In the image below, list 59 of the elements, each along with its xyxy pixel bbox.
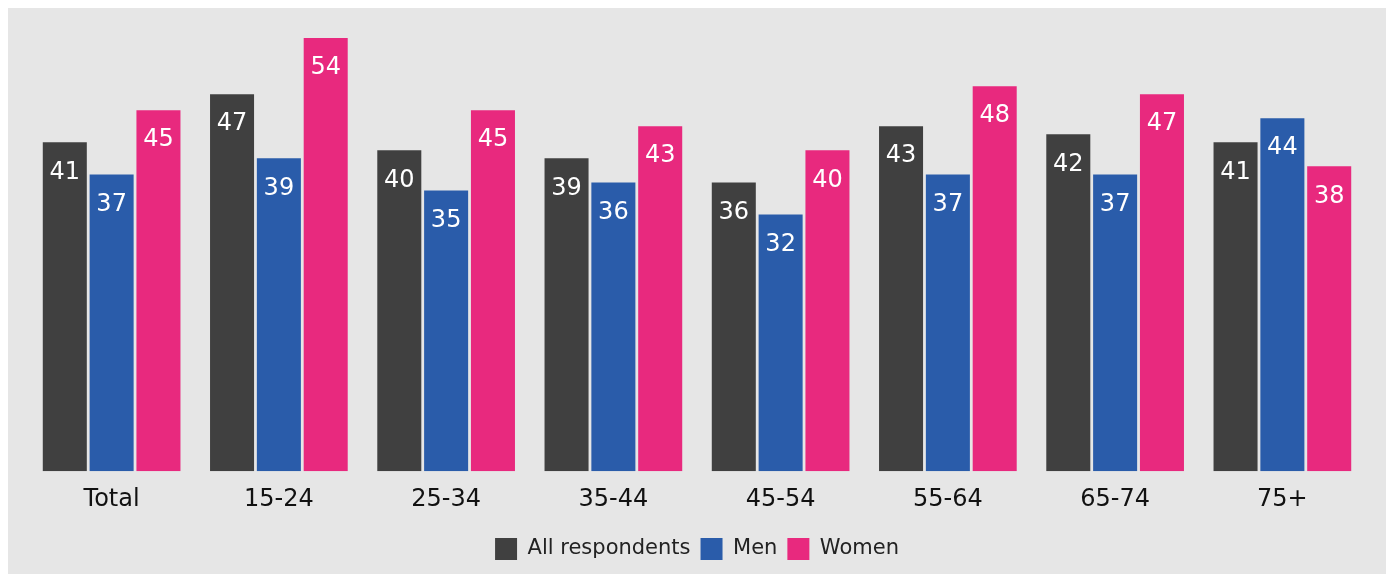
bar: [136, 110, 181, 472]
data-label: 42: [1053, 148, 1084, 177]
bar: [470, 110, 515, 472]
data-label: 38: [1313, 180, 1345, 209]
data-label: 44: [1267, 132, 1298, 161]
bar: [1046, 134, 1091, 472]
bar: [89, 174, 134, 472]
x-tick-label: Total: [82, 483, 140, 512]
x-tick-label: 45-54: [745, 483, 816, 512]
legend-label: All respondents: [527, 535, 691, 560]
bar: [303, 38, 348, 472]
data-label: 37: [932, 188, 964, 217]
data-label: 41: [1220, 156, 1251, 185]
legend-label: Men: [733, 535, 778, 560]
data-label: 45: [143, 124, 174, 153]
bar: [758, 214, 803, 472]
data-label: 39: [551, 172, 582, 201]
x-tick-label: 65-74: [1080, 483, 1150, 512]
data-label: 36: [598, 196, 629, 225]
x-tick-label: 15-24: [244, 483, 314, 512]
bar: [879, 126, 924, 472]
data-label: 37: [1099, 188, 1131, 217]
bar: [1139, 94, 1184, 472]
bar: [1093, 174, 1138, 472]
data-label: 47: [216, 108, 248, 137]
bar: [377, 150, 422, 472]
x-tick-label: 75+: [1257, 483, 1308, 512]
data-label: 32: [765, 228, 796, 257]
legend-label: Women: [819, 535, 899, 560]
data-label: 43: [885, 140, 917, 169]
data-label: 37: [96, 188, 127, 217]
bar: [424, 190, 469, 472]
data-label: 43: [644, 140, 676, 169]
data-label: 48: [979, 100, 1010, 129]
bar: [711, 182, 756, 472]
bar: [544, 158, 589, 472]
data-label: 39: [263, 172, 295, 201]
bar: [42, 142, 87, 472]
data-label: 40: [384, 164, 415, 193]
bar: [972, 86, 1017, 472]
data-label: 47: [1146, 108, 1178, 137]
data-label: 35: [430, 204, 462, 233]
x-tick-label: 35-44: [578, 483, 649, 512]
bar: [591, 182, 636, 472]
bar: [256, 158, 301, 472]
bar: [210, 94, 255, 472]
data-label: 45: [477, 124, 509, 153]
data-label: 36: [718, 196, 750, 225]
bar: [1260, 118, 1305, 472]
bar: [638, 126, 683, 472]
x-tick-label: 25-34: [411, 483, 481, 512]
bar: [805, 150, 850, 472]
data-label: 40: [812, 164, 843, 193]
data-label: 41: [49, 156, 81, 185]
bar: [1307, 166, 1352, 472]
bar: [1213, 142, 1258, 472]
data-label: 54: [310, 52, 341, 81]
x-tick-label: 55-64: [913, 483, 983, 512]
bar: [925, 174, 970, 472]
